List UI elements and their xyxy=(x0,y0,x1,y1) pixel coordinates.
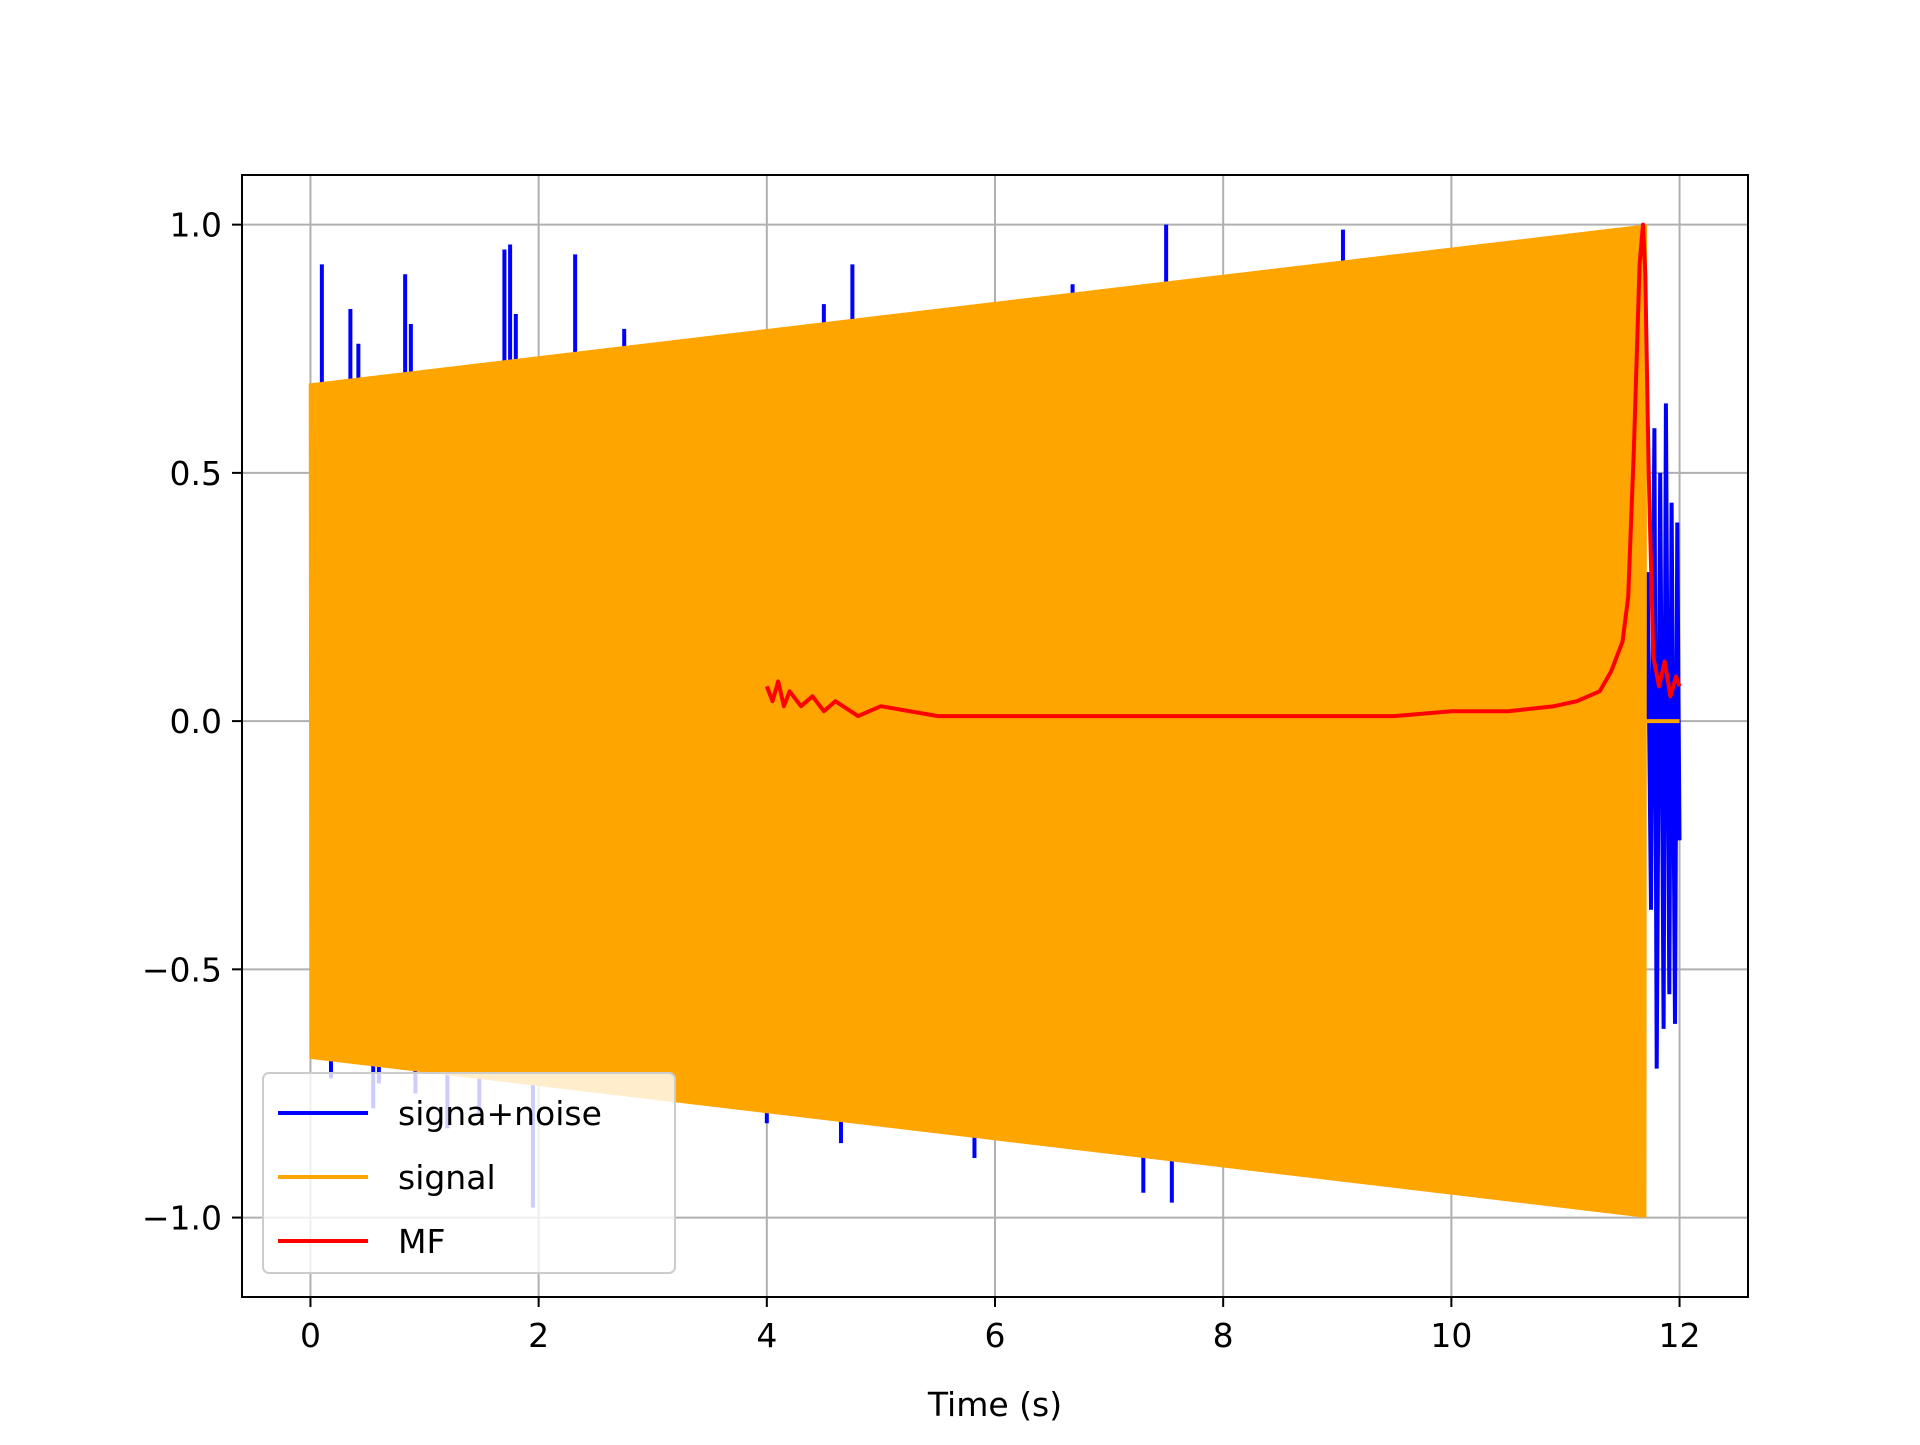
legend-label: signa+noise xyxy=(398,1094,602,1133)
plot-area xyxy=(310,225,1679,1218)
y-tick-label: 0.0 xyxy=(170,702,222,741)
x-tick-label: 2 xyxy=(528,1316,549,1355)
legend-label: MF xyxy=(398,1222,445,1261)
x-tick-label: 6 xyxy=(985,1316,1006,1355)
series-signal xyxy=(310,225,1679,1218)
x-tick-label: 10 xyxy=(1430,1316,1472,1355)
y-tick-label: 1.0 xyxy=(170,206,222,245)
legend: signa+noise signal MF xyxy=(263,1073,675,1273)
x-tick-label: 12 xyxy=(1659,1316,1701,1355)
x-axis-label: Time (s) xyxy=(927,1385,1062,1424)
y-tick-label: −1.0 xyxy=(142,1199,222,1238)
x-tick-label: 0 xyxy=(300,1316,321,1355)
legend-label: signal xyxy=(398,1158,496,1197)
signal-envelope-fill xyxy=(310,225,1645,1218)
x-tick-label: 8 xyxy=(1213,1316,1234,1355)
y-tick-label: 0.5 xyxy=(170,454,222,493)
x-tick-label: 4 xyxy=(756,1316,777,1355)
y-tick-label: −0.5 xyxy=(142,950,222,989)
